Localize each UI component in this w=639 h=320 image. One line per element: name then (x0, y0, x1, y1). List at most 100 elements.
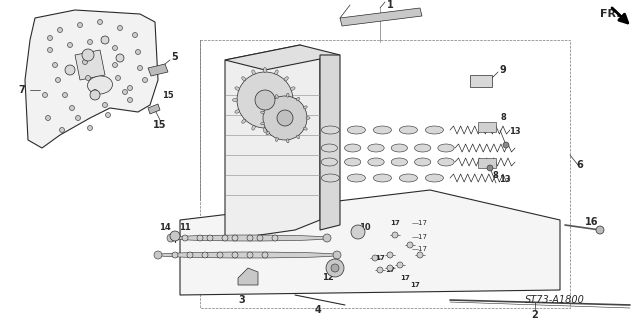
Ellipse shape (286, 139, 289, 143)
Ellipse shape (263, 68, 266, 73)
Text: —17: —17 (412, 246, 428, 252)
Polygon shape (148, 104, 160, 114)
Circle shape (182, 235, 188, 241)
Circle shape (397, 262, 403, 268)
Circle shape (58, 28, 63, 33)
Ellipse shape (290, 87, 295, 90)
Circle shape (232, 235, 238, 241)
Circle shape (102, 102, 107, 108)
Circle shape (387, 252, 393, 258)
Text: 1: 1 (387, 0, 394, 10)
Ellipse shape (275, 70, 278, 75)
Circle shape (277, 110, 293, 126)
Ellipse shape (391, 158, 408, 166)
Ellipse shape (333, 251, 341, 259)
Circle shape (596, 226, 604, 234)
Circle shape (487, 165, 493, 171)
Text: 4: 4 (314, 305, 321, 315)
Circle shape (118, 26, 123, 30)
Ellipse shape (284, 77, 288, 81)
Circle shape (82, 60, 88, 65)
Circle shape (326, 259, 344, 277)
Circle shape (43, 92, 47, 98)
Text: 16: 16 (585, 217, 599, 227)
Ellipse shape (290, 110, 295, 113)
Circle shape (112, 62, 118, 68)
Ellipse shape (348, 126, 366, 134)
Circle shape (137, 66, 142, 70)
Circle shape (75, 116, 81, 121)
Circle shape (257, 235, 263, 241)
Circle shape (232, 252, 238, 258)
Circle shape (262, 252, 268, 258)
Circle shape (77, 22, 82, 28)
Text: —17: —17 (412, 234, 428, 240)
Ellipse shape (284, 119, 288, 123)
Text: 11: 11 (179, 223, 191, 233)
Text: 17: 17 (385, 267, 395, 273)
Ellipse shape (344, 144, 361, 152)
Ellipse shape (275, 95, 278, 99)
Ellipse shape (438, 158, 454, 166)
Ellipse shape (261, 111, 265, 114)
Circle shape (65, 65, 75, 75)
Circle shape (116, 76, 121, 81)
Ellipse shape (323, 234, 331, 242)
Ellipse shape (242, 77, 246, 81)
Ellipse shape (261, 122, 265, 125)
Polygon shape (225, 45, 340, 70)
Ellipse shape (242, 119, 246, 123)
Ellipse shape (415, 158, 431, 166)
Circle shape (52, 62, 58, 68)
Text: 17: 17 (410, 282, 420, 288)
Ellipse shape (266, 132, 270, 135)
Ellipse shape (304, 106, 307, 109)
Polygon shape (148, 64, 168, 76)
Ellipse shape (391, 144, 408, 152)
Text: 17: 17 (390, 220, 400, 226)
Text: 3: 3 (238, 295, 245, 305)
Circle shape (272, 235, 278, 241)
Circle shape (47, 47, 52, 52)
Text: 15: 15 (162, 91, 174, 100)
Circle shape (263, 96, 307, 140)
Text: 13: 13 (509, 127, 521, 137)
Ellipse shape (275, 138, 278, 141)
Ellipse shape (348, 174, 366, 182)
Text: —17: —17 (412, 220, 428, 226)
Text: 12: 12 (322, 274, 334, 283)
Circle shape (207, 235, 213, 241)
Polygon shape (340, 8, 422, 26)
Ellipse shape (321, 174, 339, 182)
Circle shape (59, 127, 65, 132)
Circle shape (105, 113, 111, 117)
Text: 8: 8 (500, 114, 506, 123)
Circle shape (247, 235, 253, 241)
Ellipse shape (155, 252, 340, 258)
Text: ST73-A1800: ST73-A1800 (525, 295, 585, 305)
Circle shape (351, 225, 365, 239)
Circle shape (63, 92, 68, 98)
Ellipse shape (235, 110, 240, 113)
Circle shape (45, 116, 50, 121)
Ellipse shape (368, 158, 384, 166)
Ellipse shape (275, 125, 278, 130)
Ellipse shape (344, 158, 361, 166)
Circle shape (116, 54, 124, 62)
Ellipse shape (426, 174, 443, 182)
Ellipse shape (321, 158, 337, 166)
Circle shape (387, 265, 393, 271)
Ellipse shape (438, 144, 454, 152)
Ellipse shape (373, 174, 392, 182)
Circle shape (86, 76, 91, 81)
Ellipse shape (235, 87, 240, 90)
Circle shape (392, 232, 398, 238)
Ellipse shape (252, 70, 255, 75)
Circle shape (237, 72, 293, 128)
Ellipse shape (266, 101, 270, 104)
Circle shape (70, 106, 75, 110)
Circle shape (135, 50, 141, 54)
Ellipse shape (296, 97, 300, 101)
Bar (478, 158, 496, 168)
Polygon shape (180, 190, 560, 295)
